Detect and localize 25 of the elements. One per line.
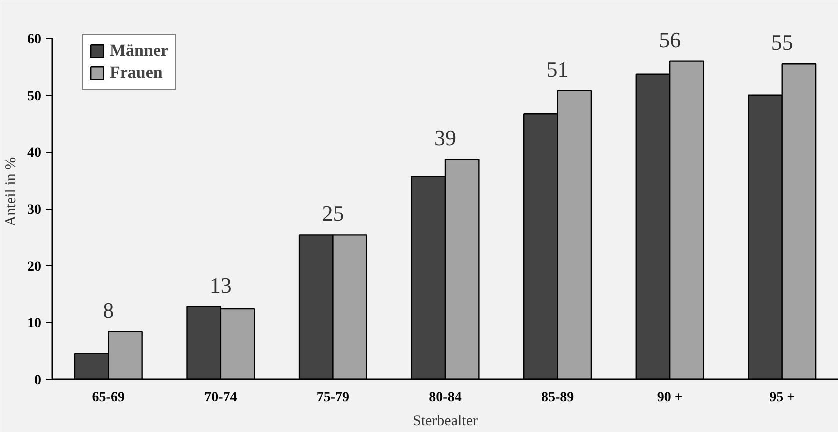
legend-label: Frauen	[110, 63, 163, 83]
x-tick-label: 90 +	[657, 390, 683, 406]
y-tick-label: 20	[28, 260, 42, 275]
annotation: 13	[210, 272, 232, 298]
y-tick-label: 60	[28, 32, 42, 48]
x-axis-title: Sterbealter	[413, 414, 478, 430]
y-axis-title: Anteil in %	[4, 157, 20, 227]
annotation: 56	[659, 27, 682, 52]
x-tick-label: 75-79	[316, 390, 350, 406]
annotation: 8	[103, 298, 114, 323]
y-tick-label: 30	[28, 203, 42, 218]
y-tick-label: 10	[28, 316, 42, 332]
annotation: 55	[771, 30, 794, 56]
x-tick-label: 95 +	[770, 390, 796, 406]
y-tick-label: 50	[28, 89, 42, 104]
y-tick-label: 0	[34, 374, 42, 388]
x-tick-label: 85-89	[541, 390, 574, 406]
legend-label: Männer	[110, 41, 169, 61]
x-tick-label: 65-69	[92, 390, 125, 406]
annotation: 39	[434, 126, 456, 151]
x-tick-label: 80-84	[429, 390, 462, 406]
y-tick-label: 40	[28, 146, 42, 162]
x-tick-label: 70-74	[204, 390, 238, 406]
annotation: 51	[546, 56, 569, 82]
annotation: 25	[322, 201, 344, 226]
